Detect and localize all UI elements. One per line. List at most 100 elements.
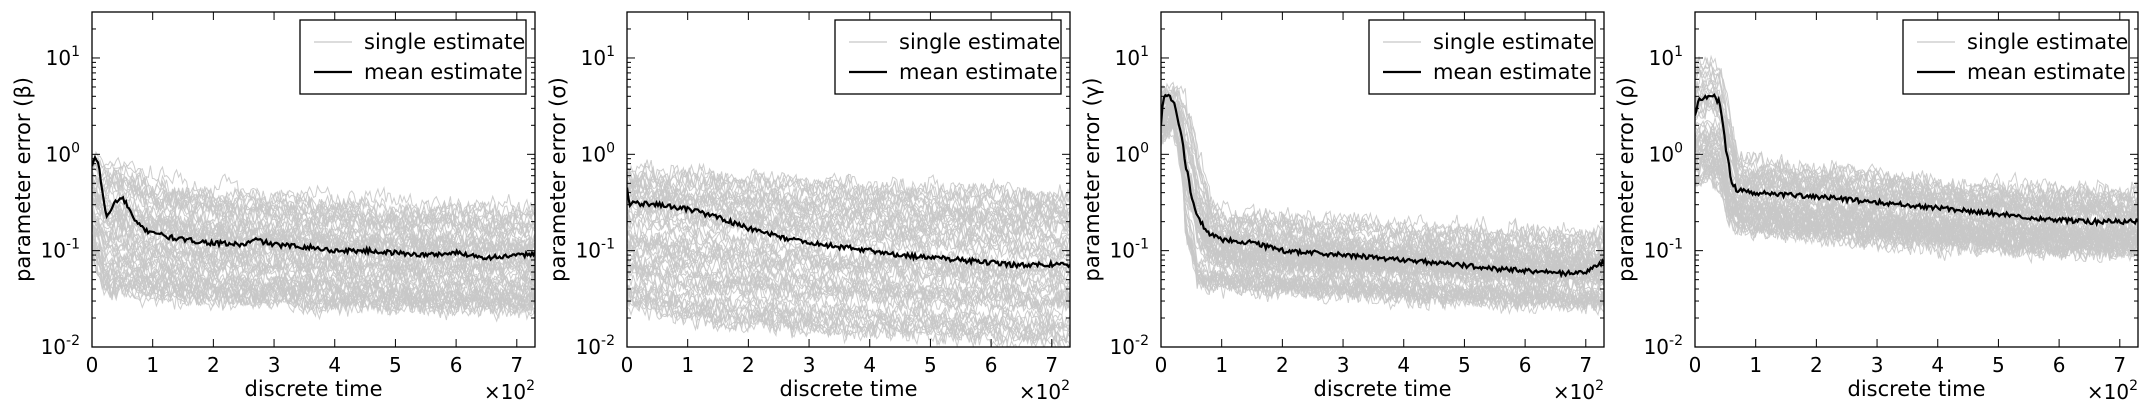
chart-3: 0 1 2 3 4 5 6 7 10-2 10-1 100 101 discrete time ×102 p…: [1614, 11, 2139, 404]
y-tick-label: 100: [46, 140, 80, 166]
single-estimate-line: [627, 228, 1070, 280]
plot-area: [1695, 54, 2138, 265]
single-estimate-line: [627, 282, 1070, 332]
single-estimate-line: [92, 214, 535, 277]
y-tick-label: 100: [581, 140, 615, 166]
x-tick-label: 6: [1519, 353, 1532, 377]
single-estimate-line: [92, 209, 535, 275]
single-estimate-line: [92, 242, 535, 313]
x-tick-label: 7: [1045, 353, 1058, 377]
single-estimate-line: [1695, 169, 2138, 262]
x-axis-label: discrete time: [1313, 377, 1451, 401]
x-tick-label: 5: [389, 353, 402, 377]
x-tick-label: 3: [1337, 353, 1350, 377]
single-estimate-line: [627, 262, 1070, 311]
single-estimate-line: [1161, 101, 1604, 273]
single-estimate-line: [1161, 98, 1604, 279]
x-tick-label: 1: [1215, 353, 1228, 377]
x-tick-label: 0: [1155, 353, 1168, 377]
y-tick-label: 100: [1115, 140, 1149, 166]
chart-1: 0 1 2 3 4 5 6 7 10-2 10-1 100 101 discrete time ×102 p…: [546, 11, 1071, 404]
legend: single estimate mean estimate: [299, 19, 527, 95]
y-tick-label: 10-2: [576, 333, 615, 359]
single-estimate-line: [1695, 67, 2138, 212]
y-tick-label: 101: [1115, 44, 1149, 70]
y-tick-label: 10-1: [1644, 237, 1683, 263]
y-axis-label: parameter error (β): [11, 77, 35, 282]
single-estimate-line: [1695, 162, 2138, 261]
single-estimate-line: [1161, 105, 1604, 292]
y-axis-label: parameter error (ρ): [1614, 77, 1638, 282]
axes-frame: [626, 11, 1071, 348]
x-tick-label: 4: [1397, 353, 1410, 377]
single-estimate-line: [92, 188, 535, 263]
plot-area: [1161, 81, 1604, 317]
single-estimate-line: [627, 204, 1070, 257]
x-tick-label: 0: [621, 353, 634, 377]
single-estimate-line: [92, 169, 535, 236]
x-tick-label: 6: [450, 353, 463, 377]
single-estimate-line: [627, 281, 1070, 335]
legend: single estimate mean estimate: [834, 19, 1062, 95]
chart-2: 0 1 2 3 4 5 6 7 10-2 10-1 100 101 discrete time ×102 p…: [1080, 11, 1605, 404]
legend-box: [834, 19, 1062, 95]
single-estimate-line: [1161, 117, 1604, 307]
y-tick-label: 101: [581, 44, 615, 70]
x-tick-label: 4: [1931, 353, 1944, 377]
x-tick-label: 0: [1689, 353, 1702, 377]
single-estimate-line: [627, 261, 1070, 318]
single-estimate-line: [92, 235, 535, 297]
single-estimate-line: [627, 292, 1070, 347]
x-tick-label: 5: [1992, 353, 2005, 377]
x-tick-label: 0: [86, 353, 99, 377]
y-tick-label: 10-2: [1110, 333, 1149, 359]
x-tick-label: 4: [328, 353, 341, 377]
y-tick-label: 10-1: [1110, 237, 1149, 263]
axes-frame: [1160, 11, 1605, 348]
y-axis-label: parameter error (γ): [1080, 78, 1104, 282]
x-tick-label: 1: [681, 353, 694, 377]
legend-label-single: single estimate: [899, 30, 1060, 54]
mean-estimate-line: [1695, 93, 2138, 228]
x-axis-multiplier: ×102: [2087, 378, 2138, 404]
y-tick-label: 101: [46, 44, 80, 70]
single-estimate-line: [627, 214, 1070, 267]
legend: single estimate mean estimate: [1902, 19, 2130, 95]
single-estimate-line: [627, 169, 1070, 219]
legend-label-mean: mean estimate: [899, 60, 1058, 84]
single-estimate-line: [627, 253, 1070, 313]
single-estimate-line: [627, 179, 1070, 234]
legend-box: [1902, 19, 2130, 95]
single-estimate-line: [1695, 54, 2138, 208]
y-tick-label: 100: [1649, 140, 1683, 166]
single-estimate-line: [627, 281, 1070, 337]
x-tick-label: 3: [1871, 353, 1884, 377]
legend-label-mean: mean estimate: [1967, 60, 2126, 84]
single-estimate-line: [92, 223, 535, 290]
x-axis-multiplier: ×102: [484, 378, 535, 404]
mean-estimate-line: [92, 154, 535, 262]
single-estimate-line: [1161, 119, 1604, 315]
mean-estimate-line: [1161, 93, 1604, 279]
single-estimate-line: [627, 263, 1070, 313]
x-axis-label: discrete time: [779, 377, 917, 401]
chart-0: 0 1 2 3 4 5 6 7 10-2 10-1 100 101 discrete time ×102 p…: [11, 11, 536, 404]
y-tick-label: 10-2: [41, 333, 80, 359]
single-estimate-line: [1161, 122, 1604, 311]
single-estimate-line: [1695, 95, 2138, 223]
y-tick-label: 10-2: [1644, 333, 1683, 359]
x-tick-label: 2: [207, 353, 220, 377]
x-tick-label: 3: [803, 353, 816, 377]
legend-label-mean: mean estimate: [364, 60, 523, 84]
plot-area: [627, 159, 1070, 347]
x-axis-label: discrete time: [244, 377, 382, 401]
x-tick-label: 2: [742, 353, 755, 377]
legend: single estimate mean estimate: [1368, 19, 1596, 95]
mean-estimate-line: [627, 187, 1070, 270]
axes-frame: [91, 11, 536, 348]
plot-area: [92, 150, 535, 323]
y-axis-label: parameter error (σ): [546, 77, 570, 282]
single-estimate-line: [92, 157, 535, 225]
